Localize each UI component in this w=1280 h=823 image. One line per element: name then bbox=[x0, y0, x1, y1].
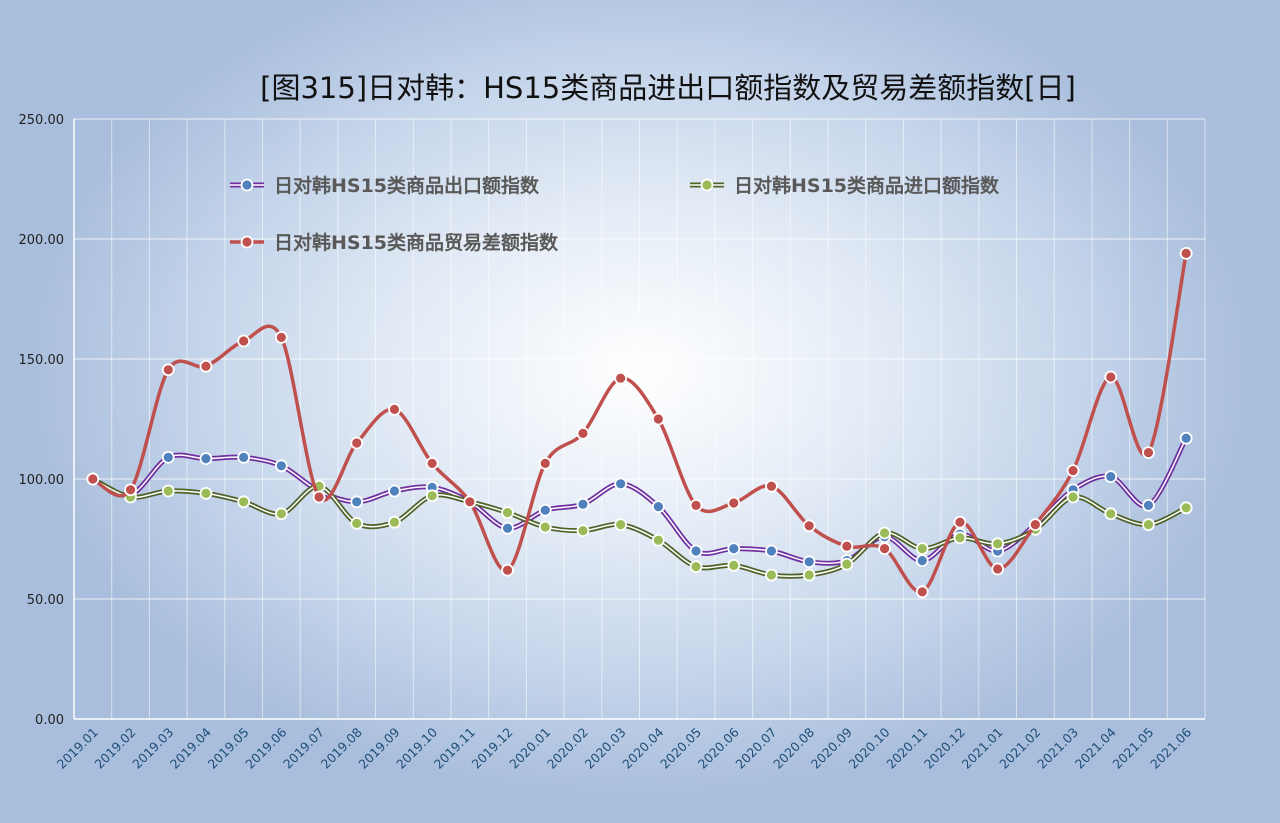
data-point bbox=[614, 371, 628, 385]
data-point bbox=[388, 515, 401, 529]
data-point bbox=[538, 456, 552, 470]
legend-item-balance-index: 日对韩HS15类商品贸易差额指数 bbox=[230, 231, 559, 254]
data-point bbox=[86, 472, 100, 486]
data-point bbox=[1104, 470, 1118, 484]
y-tick-label: 200.00 bbox=[19, 233, 65, 248]
data-point bbox=[1104, 370, 1118, 384]
data-point bbox=[915, 554, 929, 567]
data-point bbox=[312, 490, 326, 504]
data-point bbox=[727, 542, 741, 555]
data-point bbox=[425, 489, 439, 503]
data-point bbox=[576, 524, 590, 537]
chart-title: [图315]日对韩：HS15类商品进出口额指数及贸易差额指数[日] bbox=[260, 71, 1076, 105]
series-layer bbox=[86, 246, 1193, 599]
y-tick-label: 250.00 bbox=[19, 113, 65, 128]
data-point bbox=[802, 519, 816, 533]
y-tick-label: 150.00 bbox=[19, 353, 65, 368]
data-point bbox=[1142, 518, 1155, 531]
data-point bbox=[576, 497, 590, 511]
data-point bbox=[802, 568, 816, 582]
data-point bbox=[501, 521, 514, 535]
data-point bbox=[689, 498, 703, 512]
y-tick-label: 0.00 bbox=[35, 713, 64, 728]
data-point bbox=[689, 560, 703, 573]
data-point bbox=[388, 484, 401, 498]
data-point bbox=[651, 412, 665, 426]
data-point bbox=[538, 520, 552, 534]
data-point bbox=[538, 503, 552, 517]
data-point bbox=[199, 486, 213, 500]
data-point bbox=[1179, 501, 1193, 515]
data-point bbox=[1142, 446, 1155, 460]
data-point bbox=[1179, 246, 1193, 260]
data-point bbox=[878, 526, 891, 540]
data-point bbox=[878, 542, 891, 555]
data-point bbox=[614, 518, 628, 531]
legend-item-export-index: 日对韩HS15类商品出口额指数 bbox=[230, 174, 540, 197]
data-point bbox=[501, 563, 514, 577]
legend-label: 日对韩HS15类商品贸易差额指数 bbox=[274, 231, 559, 254]
data-point bbox=[840, 539, 854, 553]
axis-layer: 0.0050.00100.00150.00200.00250.002019.01… bbox=[19, 113, 1205, 772]
data-point bbox=[953, 515, 967, 529]
data-point bbox=[350, 517, 364, 530]
y-tick-label: 100.00 bbox=[19, 473, 65, 488]
data-point bbox=[350, 495, 364, 509]
data-point bbox=[161, 363, 175, 377]
data-point bbox=[237, 334, 251, 348]
data-point bbox=[274, 459, 288, 473]
data-point bbox=[199, 452, 213, 466]
data-point bbox=[915, 585, 929, 599]
data-point bbox=[463, 495, 477, 509]
data-point bbox=[765, 479, 778, 493]
data-point bbox=[651, 500, 665, 514]
data-point bbox=[915, 542, 929, 555]
data-point bbox=[727, 496, 741, 510]
data-point bbox=[765, 544, 778, 558]
grid-layer bbox=[74, 118, 1206, 720]
data-point bbox=[1066, 464, 1080, 478]
data-point bbox=[161, 484, 175, 498]
legend: 日对韩HS15类商品出口额指数 日对韩HS15类商品进口额指数日对韩HS15类商品… bbox=[230, 174, 1000, 254]
data-point bbox=[576, 426, 590, 440]
data-point bbox=[651, 533, 665, 547]
y-tick-label: 50.00 bbox=[27, 593, 64, 608]
legend-marker bbox=[240, 235, 254, 249]
data-point bbox=[765, 568, 778, 582]
data-point bbox=[1066, 490, 1080, 504]
data-point bbox=[991, 562, 1005, 576]
data-point bbox=[1028, 518, 1042, 531]
data-point bbox=[1142, 498, 1155, 512]
data-point bbox=[953, 531, 967, 545]
data-point bbox=[1104, 507, 1118, 521]
legend-label: 日对韩HS15类商品出口额指数 bbox=[274, 174, 540, 197]
series-balance-index bbox=[86, 246, 1193, 599]
data-point bbox=[1179, 431, 1193, 445]
legend-item-import-index: 日对韩HS15类商品进口额指数 bbox=[690, 174, 1000, 197]
data-point bbox=[991, 537, 1005, 551]
data-point bbox=[124, 483, 137, 497]
legend-label: 日对韩HS15类商品进口额指数 bbox=[734, 174, 1000, 197]
data-point bbox=[237, 450, 251, 464]
data-point bbox=[501, 506, 514, 519]
data-point bbox=[802, 555, 816, 569]
data-point bbox=[350, 436, 364, 450]
data-point bbox=[840, 557, 854, 571]
data-point bbox=[237, 495, 251, 509]
x-tick-label: 2021.06 bbox=[1147, 724, 1194, 771]
data-point bbox=[689, 544, 703, 558]
data-point bbox=[614, 477, 628, 491]
legend-marker bbox=[700, 178, 714, 192]
legend-marker bbox=[240, 178, 254, 192]
data-point bbox=[388, 402, 401, 416]
data-point bbox=[199, 359, 213, 373]
data-point bbox=[161, 450, 175, 464]
data-point bbox=[425, 456, 439, 470]
data-point bbox=[727, 559, 741, 572]
data-point bbox=[274, 330, 288, 344]
data-point bbox=[274, 507, 288, 521]
